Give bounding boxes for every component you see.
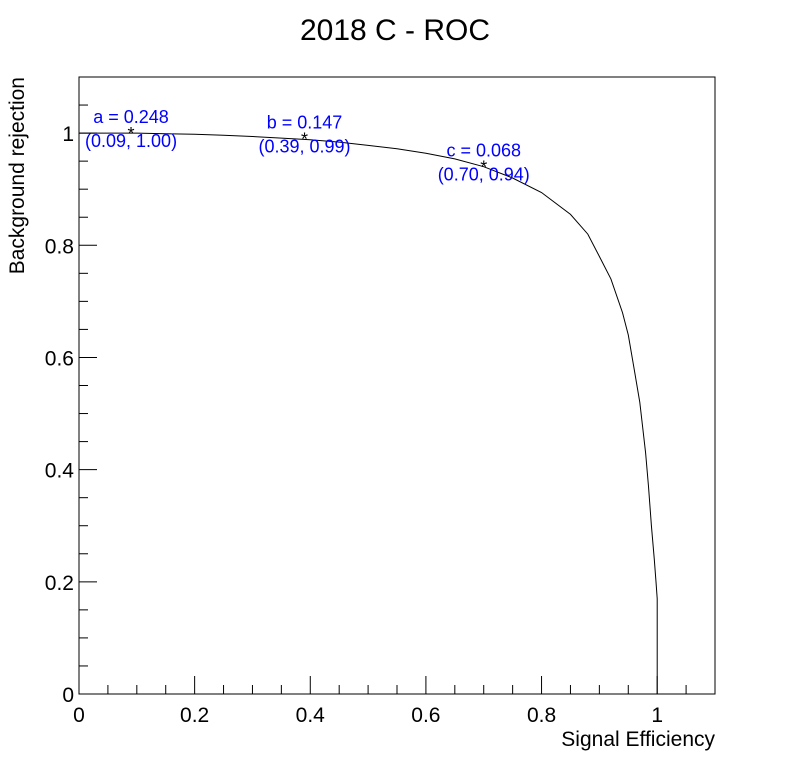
y-tick-label: 0.6 [45, 347, 74, 370]
x-tick-label: 0.8 [527, 704, 556, 727]
working-point-marker: * [128, 124, 135, 144]
x-tick-label: 0.2 [180, 704, 209, 727]
roc-curve [79, 132, 658, 694]
x-axis-label: Signal Efficiency [561, 728, 715, 751]
plot-frame [78, 76, 716, 695]
x-tick-label: 0.6 [411, 704, 440, 727]
annotation-coords: (0.09, 1.00) [85, 131, 177, 151]
x-axis-ticks [78, 676, 716, 694]
y-tick-label: 0.8 [45, 235, 74, 258]
y-axis-tick-labels: 0 0.2 0.4 0.6 0.8 1 [45, 123, 75, 707]
y-tick-label: 0.4 [45, 460, 75, 483]
y-axis-ticks [79, 76, 97, 695]
x-tick-label: 0 [73, 704, 85, 727]
y-tick-label: 0 [62, 684, 74, 707]
working-point-marker: * [480, 158, 487, 178]
annotation-label: c = 0.068 [446, 141, 521, 161]
y-tick-label: 1 [62, 123, 74, 146]
working-point-annotations: *a = 0.248(0.09, 1.00) *b = 0.147(0.39, 0… [85, 107, 530, 185]
annotation-coords: (0.39, 0.99) [258, 137, 350, 157]
chart-title: 2018 C - ROC [300, 14, 490, 47]
y-tick-label: 0.2 [45, 572, 74, 595]
working-point-marker: * [301, 130, 308, 150]
annotation-label: b = 0.147 [267, 113, 343, 133]
x-axis-tick-labels: 0 0.2 0.4 0.6 0.8 1 [73, 704, 663, 727]
x-tick-label: 0.4 [296, 704, 326, 727]
x-tick-label: 1 [651, 704, 663, 727]
annotation-label: a = 0.248 [93, 107, 169, 127]
y-axis-label: Background rejection [6, 77, 29, 274]
annotation-coords: (0.70, 0.94) [438, 165, 530, 185]
